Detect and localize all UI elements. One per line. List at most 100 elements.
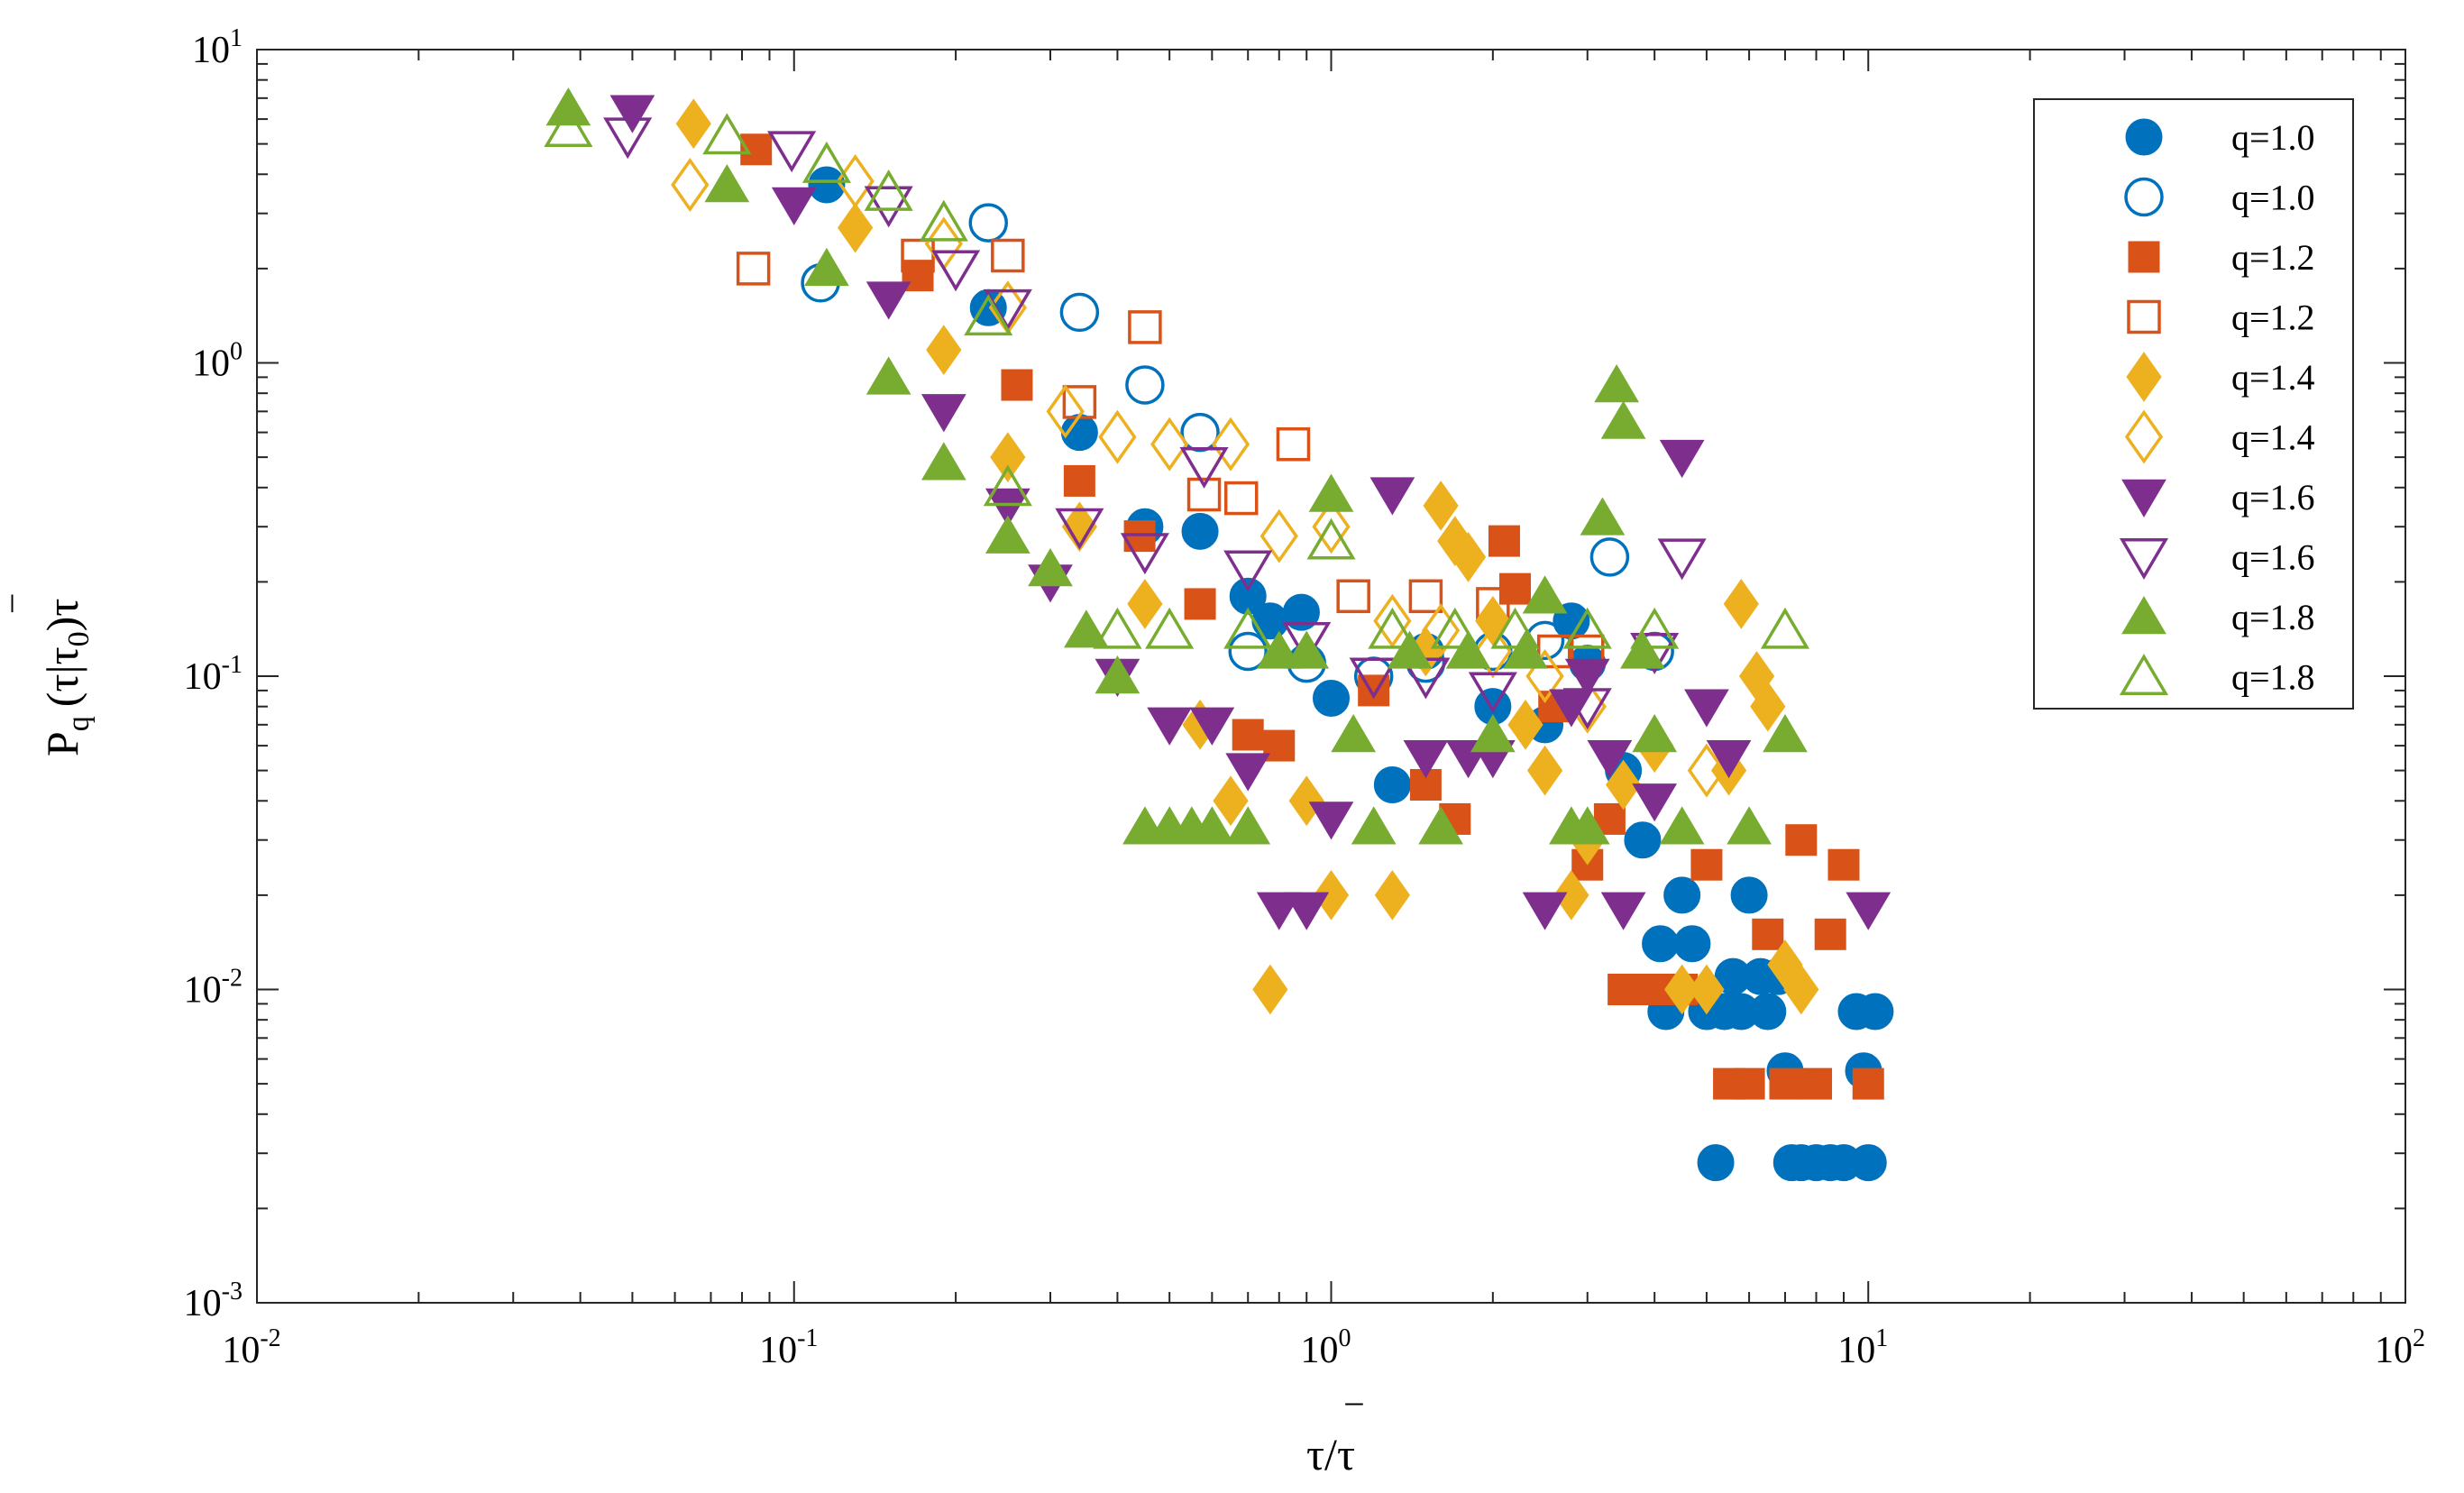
data-point <box>1313 680 1350 718</box>
data-point <box>1562 607 1612 649</box>
data-point <box>1657 538 1707 581</box>
data-point <box>1470 714 1516 753</box>
data-point <box>1580 497 1626 536</box>
series-8-group <box>545 87 1808 845</box>
data-point <box>1600 892 1646 930</box>
legend-marker <box>2126 352 2162 402</box>
legend-marker <box>2127 299 2161 334</box>
data-point <box>1387 630 1433 669</box>
legend-label: q=1.4 <box>2231 417 2315 458</box>
legend-label: q=1.8 <box>2231 597 2315 637</box>
data-point <box>1490 607 1540 649</box>
data-point <box>1331 714 1377 753</box>
data-point <box>1336 579 1370 614</box>
data-point <box>1028 548 1073 587</box>
legend: q=1.0 q=1.0 q=1.2 q=1.2 q=1.4 q=1.4 q=1.6 q=1.6… <box>2033 98 2354 710</box>
data-point <box>1418 806 1463 845</box>
data-point <box>864 169 913 211</box>
data-point <box>838 202 874 253</box>
x-tick-label: 102 <box>2375 1324 2425 1371</box>
y-label-overbar: ‾ <box>6 594 57 613</box>
series-9-group <box>544 105 1810 649</box>
data-point <box>801 141 851 183</box>
data-point <box>1760 607 1810 649</box>
data-point <box>1184 588 1216 620</box>
data-point <box>1308 801 1354 840</box>
data-point <box>1606 759 1642 811</box>
data-point <box>1128 310 1162 344</box>
legend-marker <box>2124 409 2164 464</box>
data-point <box>1179 446 1229 489</box>
data-point <box>1223 481 1259 516</box>
data-point <box>1189 806 1235 845</box>
data-point <box>1059 292 1100 333</box>
data-point <box>1752 918 1784 950</box>
data-point <box>1374 870 1410 921</box>
data-point <box>702 113 752 155</box>
data-point <box>1127 579 1163 629</box>
legend-label: q=1.4 <box>2231 357 2315 398</box>
legend-label: q=1.2 <box>2231 298 2315 338</box>
data-point <box>1001 369 1033 401</box>
data-point <box>990 432 1026 482</box>
data-point <box>921 394 966 433</box>
data-point <box>1228 631 1268 672</box>
data-point <box>1632 783 1678 822</box>
data-point <box>1450 532 1487 582</box>
data-point <box>1730 876 1768 914</box>
data-point <box>1589 537 1630 577</box>
data-point <box>1180 412 1220 453</box>
data-point <box>767 131 817 173</box>
data-point <box>1800 1067 1833 1100</box>
y-tick-label: 10-3 <box>184 1278 243 1324</box>
data-point <box>1687 743 1727 798</box>
data-point <box>1727 806 1772 845</box>
data-point <box>1229 577 1267 615</box>
data-point <box>1659 439 1705 479</box>
data-point <box>1098 409 1137 464</box>
data-point <box>864 186 913 228</box>
data-point <box>1120 533 1169 575</box>
y-label-sub-q: q <box>62 716 96 731</box>
data-point <box>1125 365 1165 405</box>
data-point <box>1783 964 1819 1015</box>
data-point <box>1600 400 1646 439</box>
data-point <box>704 164 750 203</box>
data-point <box>1189 707 1235 746</box>
data-point <box>1846 892 1892 930</box>
data-point <box>1526 745 1563 796</box>
data-point <box>1663 876 1701 914</box>
data-point <box>1349 657 1398 700</box>
data-point <box>1282 621 1332 664</box>
data-point <box>931 250 981 292</box>
series-0-group <box>808 166 1894 1182</box>
data-point <box>544 105 593 147</box>
data-point <box>1368 607 1417 649</box>
data-point <box>1061 501 1097 553</box>
plot-area-frame <box>256 49 2406 1304</box>
data-point <box>1308 473 1354 512</box>
legend-marker <box>2119 654 2169 695</box>
y-tick-label: 100 <box>192 338 243 385</box>
data-point <box>1046 384 1085 439</box>
series-7-group <box>603 117 1707 730</box>
data-point <box>1284 630 1330 669</box>
data-point <box>1223 550 1273 592</box>
data-point <box>1225 753 1271 792</box>
data-point <box>1856 993 1894 1030</box>
data-point <box>991 238 1025 273</box>
data-point <box>1095 655 1140 694</box>
data-point <box>1430 607 1479 649</box>
data-point <box>1814 918 1846 950</box>
data-point <box>1063 464 1095 497</box>
y-tick-label: 10-1 <box>184 651 243 698</box>
y-label-sub-0: 0 <box>62 631 96 646</box>
data-point <box>1423 481 1459 531</box>
x-tick-label: 101 <box>1837 1324 1888 1371</box>
x-axis-label: τ/τ <box>1306 1429 1355 1479</box>
data-point <box>1445 630 1491 669</box>
legend-marker <box>2128 241 2160 273</box>
data-point <box>1522 892 1568 930</box>
data-point <box>1749 993 1787 1030</box>
